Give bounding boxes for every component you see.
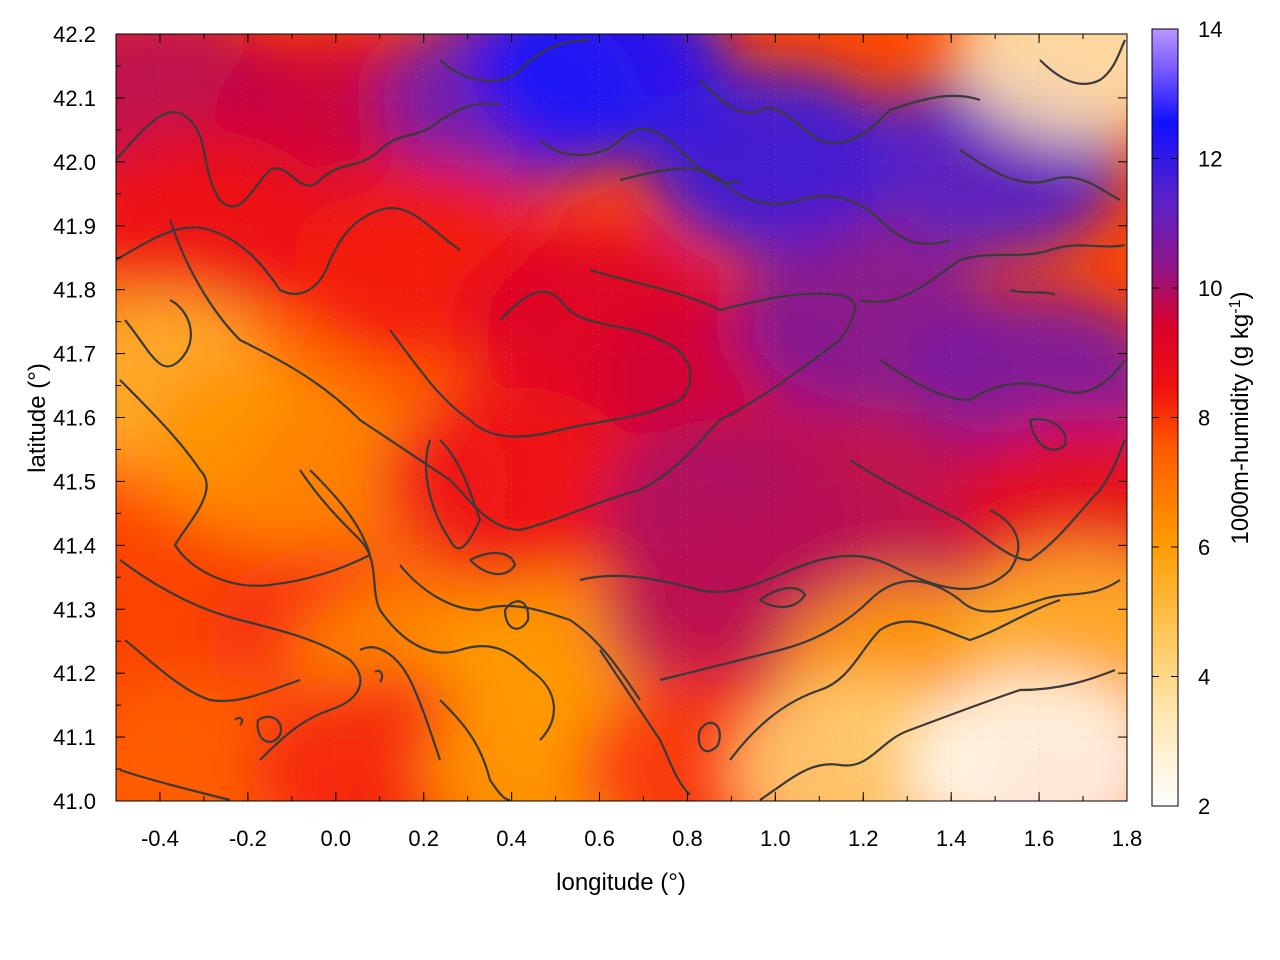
y-tick-label: 41.8: [53, 278, 96, 303]
y-tick-label: 42.2: [53, 22, 96, 47]
y-tick-label: 41.4: [53, 533, 96, 558]
contour-line: [859, 243, 1126, 303]
contour-line: [1009, 288, 1056, 297]
y-axis-ticks: 41.0 41.1 41.2 41.3 41.4 41.5 41.6 41.7 41.8 41.9…: [53, 22, 1127, 814]
colorbar-ticks: 2 4 6 8 10 12 14: [1152, 17, 1222, 819]
contour-line: [116, 102, 501, 208]
contour-line: [729, 598, 1061, 761]
y-tick-label: 41.5: [53, 469, 96, 494]
contour-line: [879, 359, 1126, 402]
colorbar-tick-label: 6: [1198, 535, 1210, 560]
y-tick-label: 41.0: [53, 789, 96, 814]
contour-line: [959, 149, 1121, 201]
colorbar-tick-label: 12: [1198, 147, 1222, 172]
contour-line: [119, 768, 231, 801]
contour-line: [359, 646, 442, 761]
heatmap-sample: [645, 66, 906, 257]
colorbar-label-superscript: -1: [1227, 299, 1244, 313]
heatmap-sample: [909, 674, 1127, 801]
contour-line: [116, 207, 461, 295]
y-tick-label: 42.0: [53, 150, 96, 175]
colorbar-label-main: 1000m-humidity (g kg: [1227, 314, 1254, 545]
y-axis-label: latitude (°): [24, 363, 51, 473]
contour-line: [759, 668, 1116, 801]
y-tick-label: 42.1: [53, 86, 96, 111]
contour-line: [469, 552, 517, 576]
contour-line: [119, 379, 372, 587]
contour-line: [1039, 39, 1126, 85]
y-tick-label: 41.2: [53, 661, 96, 686]
x-tick-label: -0.4: [141, 826, 179, 851]
contour-line: [619, 167, 951, 245]
contour-line: [503, 600, 530, 630]
colorbar-label: 1000m-humidity (g kg-1): [1227, 292, 1255, 545]
contour-line: [124, 299, 192, 368]
contour-line: [299, 469, 555, 741]
contour-line: [759, 587, 807, 608]
contour-lines: [116, 38, 1126, 801]
x-axis-ticks: -0.4 -0.2 0.0 0.2 0.4 0.6 0.8 1.0 1.2 1.4 1.6 1.8: [115, 34, 1143, 851]
contour-line: [439, 38, 591, 82]
heatmap-sample: [116, 130, 334, 321]
colorbar: 2 4 6 8 10 12 14 1000m-humidity (g kg-1): [1151, 17, 1255, 819]
x-tick-label: 0.8: [672, 826, 703, 851]
contour-line: [124, 639, 301, 703]
contour-line: [119, 559, 362, 761]
contour-line: [599, 649, 691, 796]
contour-line: [168, 219, 856, 532]
contour-line: [849, 439, 1126, 562]
contour-line: [256, 715, 283, 743]
contour-line: [699, 79, 981, 144]
x-tick-label: 1.0: [760, 826, 791, 851]
y-tick-label: 41.9: [53, 214, 96, 239]
x-tick-label: -0.2: [229, 826, 267, 851]
heatmap-field: [116, 34, 1127, 801]
x-tick-label: 0.4: [496, 826, 527, 851]
colorbar-tick-label: 4: [1198, 665, 1210, 690]
x-tick-label: 0.2: [408, 826, 439, 851]
contour-line: [389, 290, 692, 438]
y-tick-label: 41.7: [53, 342, 96, 367]
x-tick-label: 1.4: [936, 826, 967, 851]
x-tick-label: 0.0: [320, 826, 351, 851]
plot-area: -0.4 -0.2 0.0 0.2 0.4 0.6 0.8 1.0 1.2 1.4 1.6 1.8 4…: [53, 22, 1143, 851]
contour-line: [439, 699, 511, 801]
y-tick-label: 41.3: [53, 597, 96, 622]
colorbar-tick-label: 2: [1198, 794, 1210, 819]
colorbar-tick-label: 14: [1198, 17, 1222, 42]
colorbar-tick-label: 8: [1198, 406, 1210, 431]
x-tick-label: 1.8: [1112, 826, 1143, 851]
contour-line: [697, 721, 721, 753]
colorbar-tick-label: 10: [1198, 276, 1222, 301]
contour-line: [234, 716, 244, 726]
contour-line: [539, 128, 741, 184]
y-tick-label: 41.1: [53, 725, 96, 750]
contour-line: [659, 579, 1121, 682]
contour-line: [424, 439, 482, 550]
colorbar-label-suffix: ): [1227, 292, 1254, 300]
heatmap-sample: [953, 34, 1127, 142]
x-tick-label: 0.6: [584, 826, 615, 851]
x-axis-label: longitude (°): [556, 869, 686, 896]
x-tick-label: 1.2: [848, 826, 879, 851]
y-tick-label: 41.6: [53, 406, 96, 431]
contour-line: [399, 564, 641, 701]
x-tick-label: 1.6: [1024, 826, 1055, 851]
contour-line: [579, 509, 1020, 594]
contour-line: [1028, 417, 1067, 451]
